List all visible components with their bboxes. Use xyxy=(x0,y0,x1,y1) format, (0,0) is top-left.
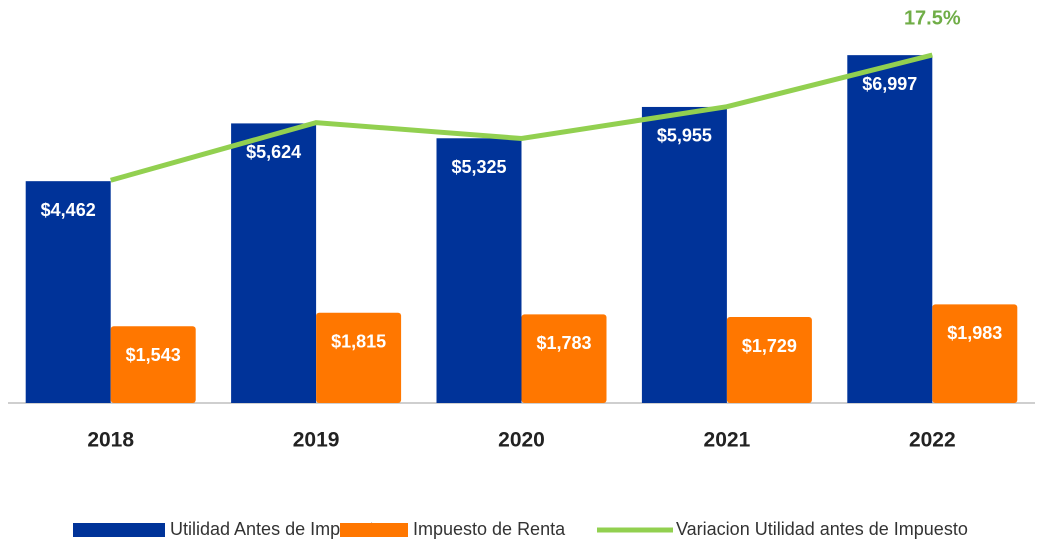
bar xyxy=(847,55,933,404)
x-tick-label: 2020 xyxy=(498,429,545,452)
data-label: $6,997 xyxy=(862,74,917,94)
data-label: 17.5% xyxy=(904,7,961,29)
data-label: $1,983 xyxy=(947,323,1002,343)
line xyxy=(110,52,933,183)
data-label: $5,325 xyxy=(451,157,506,177)
data-label: $1,543 xyxy=(126,345,181,365)
bar xyxy=(726,317,812,403)
data-label: $5,955 xyxy=(657,126,712,146)
x-tick-label: 2021 xyxy=(704,429,751,452)
bar xyxy=(641,106,727,404)
bar xyxy=(521,314,607,403)
data-label: $1,815 xyxy=(331,332,386,352)
bar xyxy=(316,312,402,403)
bar xyxy=(110,326,196,403)
bar xyxy=(436,138,522,403)
data-label: $4,462 xyxy=(41,200,96,220)
data-label: $1,729 xyxy=(742,336,797,356)
data-label: $1,783 xyxy=(536,333,591,353)
legend-label: Utilidad Antes de Impuesto xyxy=(170,519,384,539)
data-label: $5,624 xyxy=(246,142,301,162)
bar xyxy=(231,123,317,403)
x-tick-label: 2018 xyxy=(87,429,134,452)
bar xyxy=(932,304,1018,403)
legend-label: Impuesto de Renta xyxy=(413,519,566,539)
legend-label: Variacion Utilidad antes de Impuesto xyxy=(676,519,968,539)
legend-swatch xyxy=(73,523,165,537)
bar xyxy=(25,181,111,403)
x-tick-label: 2019 xyxy=(293,429,340,452)
x-tick-label: 2022 xyxy=(909,429,956,452)
legend-swatch xyxy=(340,523,408,537)
